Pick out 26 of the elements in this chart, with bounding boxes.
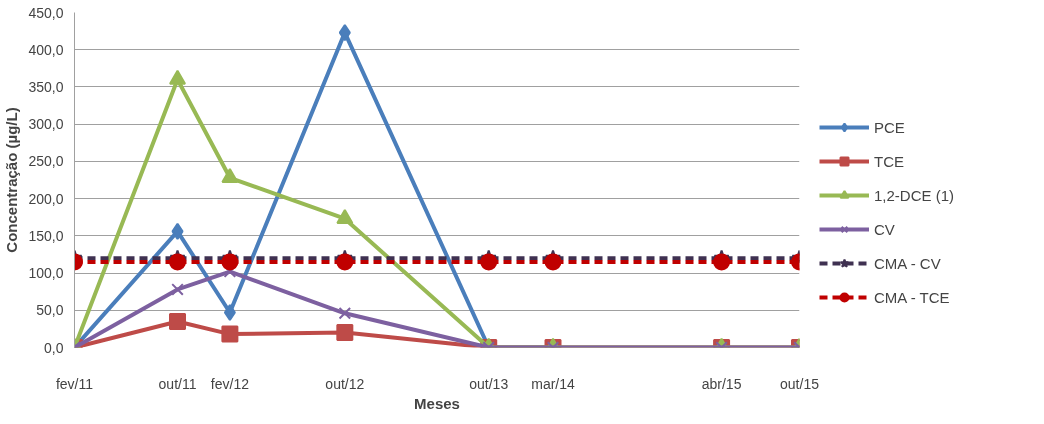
legend-label: CMA - CV [874,254,941,272]
x-tick-label: abr/15 [701,375,742,392]
y-tick-label: 250,0 [28,153,64,170]
legend-label: TCE [874,152,904,170]
y-tick-label: 350,0 [28,78,64,95]
y-tick-label: 100,0 [28,265,64,282]
x-tick-label: out/12 [325,375,365,392]
legend-label: PCE [874,118,905,136]
y-tick-label: 150,0 [28,227,64,244]
y-tick-label: 300,0 [28,116,64,133]
x-tick-label: out/15 [780,375,820,392]
y-tick-label: 0,0 [44,339,64,356]
x-tick-label: out/11 [158,375,197,392]
y-tick-label: 400,0 [28,41,64,58]
legend-label: CMA - TCE [874,288,950,306]
legend-label: 1,2-DCE (1) [874,186,955,204]
y-tick-label: 50,0 [36,302,64,319]
y-tick-label: 200,0 [28,190,64,207]
x-tick-label: out/13 [469,375,509,392]
y-tick-label: 450,0 [28,4,64,21]
x-tick-label: mar/14 [531,375,576,392]
y-axis-title: Concentração (µg/L) [3,107,21,253]
x-tick-label: fev/12 [210,375,250,392]
legend-label: CV [874,220,895,238]
x-axis-title: Meses [414,394,460,412]
x-tick-label: fev/11 [55,375,94,392]
